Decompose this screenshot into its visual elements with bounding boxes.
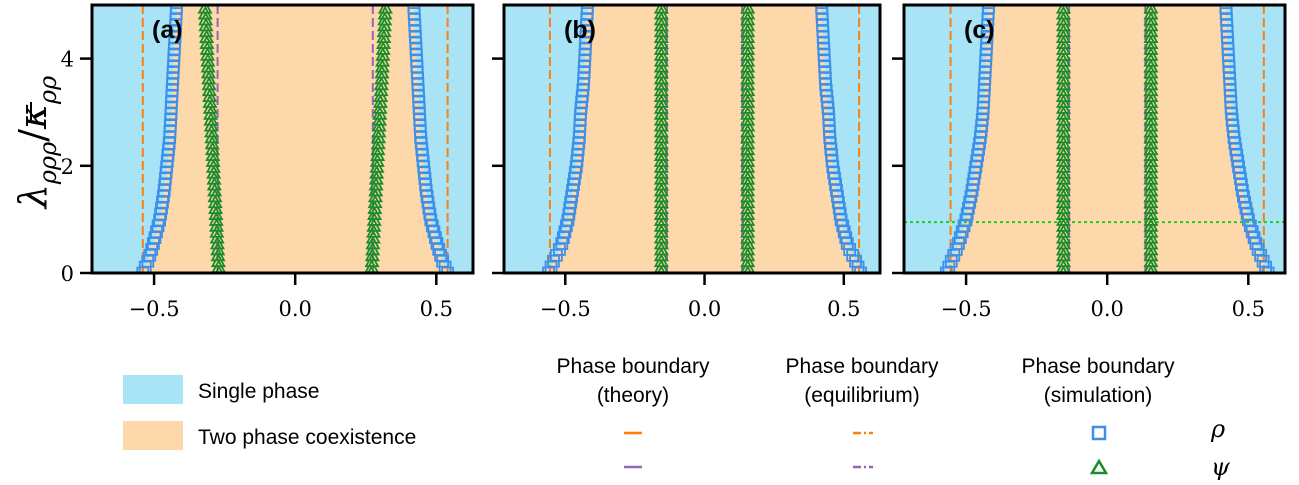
- legend-header-theory-line1: Phase boundary: [557, 355, 710, 378]
- y-axis-label: λρρρ/κρρ: [11, 76, 62, 210]
- two-phase-region: [142, 5, 448, 273]
- psi-marker: [377, 5, 393, 14]
- panels: (a) 0 2 4 −0.5 0.0 0.5 (b) −0.5 0.0 0.5 (c) −0.5 0.0 0…: [61, 3, 1287, 321]
- psi-marker: [1055, 5, 1071, 14]
- legend-boundaries: Phase boundary (theory) Phase boundary (…: [557, 355, 1231, 481]
- legend-swatch-single-phase: [123, 375, 183, 404]
- y-tick-label: 4: [61, 48, 74, 72]
- rho-marker: [982, 5, 995, 15]
- panel-label: (a): [152, 16, 183, 44]
- x-tick-label: 0.0: [1090, 297, 1123, 321]
- legend-header-simulation-line2: (simulation): [1044, 384, 1153, 407]
- panel-1-frame: [90, 3, 475, 275]
- two-phase-region: [946, 5, 1269, 273]
- legend-header-simulation-line1: Phase boundary: [1022, 355, 1175, 378]
- legend-label-two-phase: Two phase coexistence: [198, 426, 416, 449]
- psi-marker: [197, 5, 213, 14]
- rho-marker: [170, 5, 183, 15]
- legend-psi-triangle-marker: [1089, 458, 1109, 475]
- panel-2-plot-area: [504, 5, 880, 273]
- legend-regions: Single phase Two phase coexistence: [123, 375, 416, 450]
- legend-header-equilibrium-line2: (equilibrium): [804, 384, 920, 407]
- x-tick-label: 0.0: [278, 297, 311, 321]
- legend-label-single-phase: Single phase: [198, 380, 319, 403]
- x-tick-label: 0.5: [1232, 297, 1265, 321]
- x-tick-label: 0.0: [688, 297, 721, 321]
- y-tick-label: 0: [61, 262, 74, 286]
- x-tick-label: −0.5: [129, 297, 180, 321]
- rho-marker: [815, 5, 829, 15]
- rho-marker: [581, 5, 594, 15]
- y-tick-label: 2: [61, 155, 74, 179]
- rho-marker: [1219, 5, 1233, 15]
- panel-label: (c): [964, 16, 995, 44]
- psi-marker: [1143, 5, 1159, 14]
- panel-3-frame: [902, 3, 1287, 275]
- two-phase-region: [548, 5, 861, 273]
- panel-3-plot-area: [904, 5, 1285, 273]
- svg-text:λρρρ/κρρ: λρρρ/κρρ: [11, 76, 62, 210]
- psi-marker: [740, 5, 756, 14]
- legend-swatch-two-phase: [123, 421, 183, 450]
- x-tick-label: 0.5: [420, 297, 453, 321]
- panel-2-frame: [502, 3, 882, 275]
- psi-marker: [653, 5, 669, 14]
- x-tick-label: 0.5: [827, 297, 860, 321]
- legend-symbol-psi: ψ: [1211, 453, 1231, 481]
- x-tick-label: −0.5: [941, 297, 992, 321]
- legend-rho-square-marker: [1091, 425, 1107, 441]
- rho-marker: [407, 5, 421, 15]
- legend-header-theory-line2: (theory): [597, 384, 669, 407]
- x-tick-label: −0.5: [540, 297, 591, 321]
- panel-label: (b): [564, 16, 596, 44]
- panel-1-plot-area: [92, 5, 473, 273]
- legend-header-equilibrium-line1: Phase boundary: [786, 355, 939, 378]
- legend-symbol-rho: ρ: [1210, 415, 1225, 443]
